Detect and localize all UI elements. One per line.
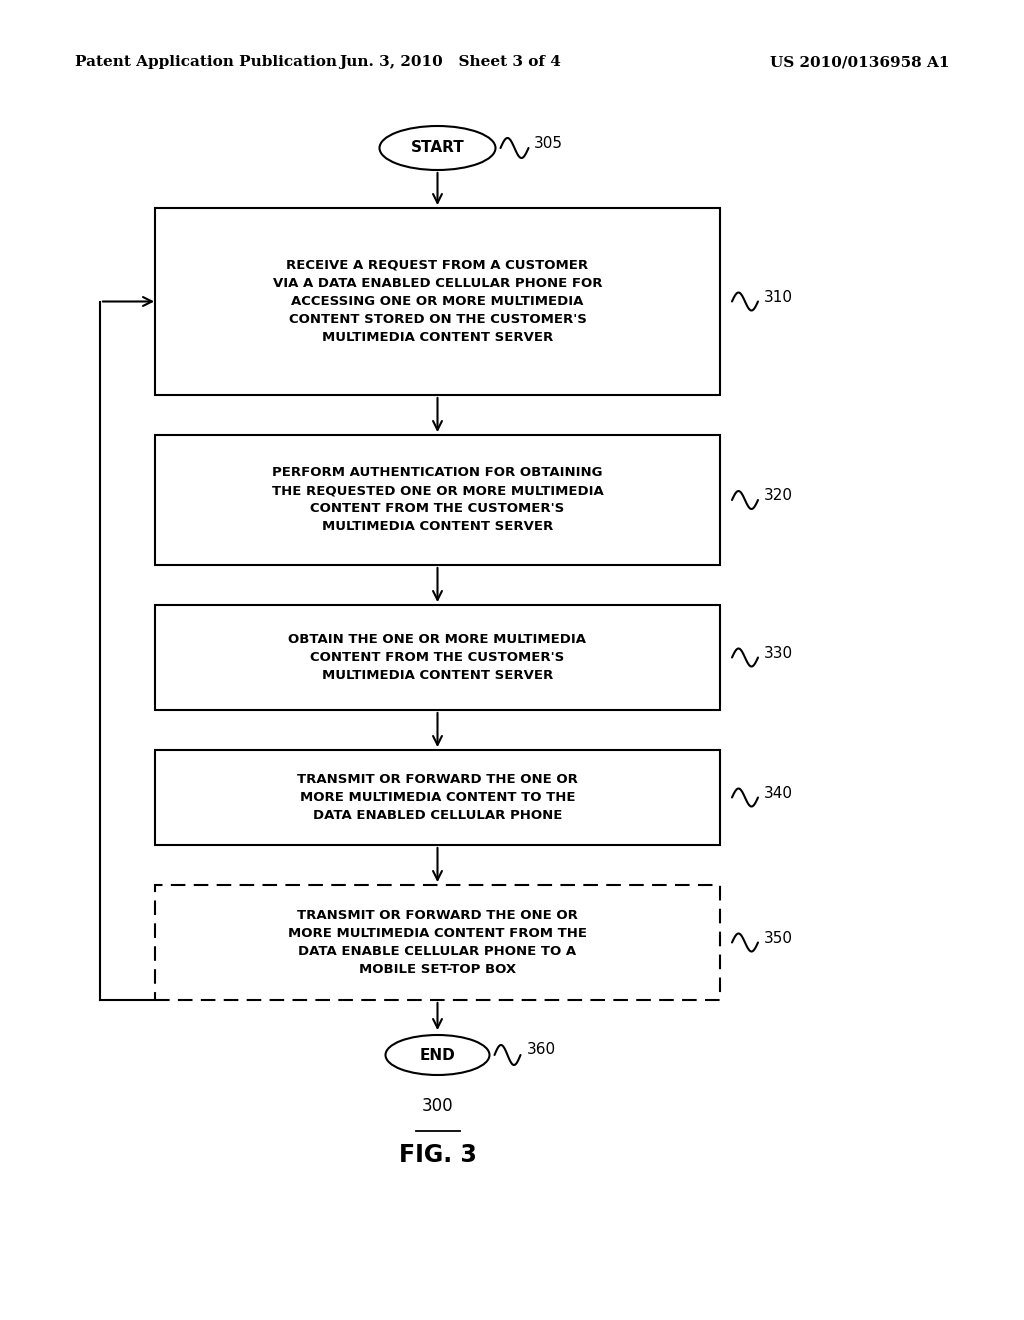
Text: 360: 360 — [526, 1043, 556, 1057]
Text: 350: 350 — [764, 931, 793, 946]
FancyBboxPatch shape — [155, 605, 720, 710]
Text: Patent Application Publication: Patent Application Publication — [75, 55, 337, 69]
Text: PERFORM AUTHENTICATION FOR OBTAINING
THE REQUESTED ONE OR MORE MULTIMEDIA
CONTEN: PERFORM AUTHENTICATION FOR OBTAINING THE… — [271, 466, 603, 533]
Text: RECEIVE A REQUEST FROM A CUSTOMER
VIA A DATA ENABLED CELLULAR PHONE FOR
ACCESSIN: RECEIVE A REQUEST FROM A CUSTOMER VIA A … — [272, 259, 602, 345]
Text: 310: 310 — [764, 290, 793, 305]
Text: FIG. 3: FIG. 3 — [398, 1143, 476, 1167]
FancyBboxPatch shape — [155, 750, 720, 845]
Text: US 2010/0136958 A1: US 2010/0136958 A1 — [770, 55, 950, 69]
Text: 305: 305 — [534, 136, 562, 150]
Text: START: START — [411, 140, 464, 156]
FancyBboxPatch shape — [155, 884, 720, 1001]
Text: 340: 340 — [764, 785, 793, 801]
FancyBboxPatch shape — [155, 436, 720, 565]
Text: END: END — [420, 1048, 456, 1063]
Text: OBTAIN THE ONE OR MORE MULTIMEDIA
CONTENT FROM THE CUSTOMER'S
MULTIMEDIA CONTENT: OBTAIN THE ONE OR MORE MULTIMEDIA CONTEN… — [289, 634, 587, 682]
Ellipse shape — [385, 1035, 489, 1074]
FancyBboxPatch shape — [155, 209, 720, 395]
Ellipse shape — [380, 125, 496, 170]
Text: 300: 300 — [422, 1097, 454, 1115]
Text: TRANSMIT OR FORWARD THE ONE OR
MORE MULTIMEDIA CONTENT FROM THE
DATA ENABLE CELL: TRANSMIT OR FORWARD THE ONE OR MORE MULT… — [288, 909, 587, 975]
Text: TRANSMIT OR FORWARD THE ONE OR
MORE MULTIMEDIA CONTENT TO THE
DATA ENABLED CELLU: TRANSMIT OR FORWARD THE ONE OR MORE MULT… — [297, 774, 578, 822]
Text: Jun. 3, 2010   Sheet 3 of 4: Jun. 3, 2010 Sheet 3 of 4 — [339, 55, 561, 69]
Text: 330: 330 — [764, 645, 794, 661]
Text: 320: 320 — [764, 488, 793, 503]
